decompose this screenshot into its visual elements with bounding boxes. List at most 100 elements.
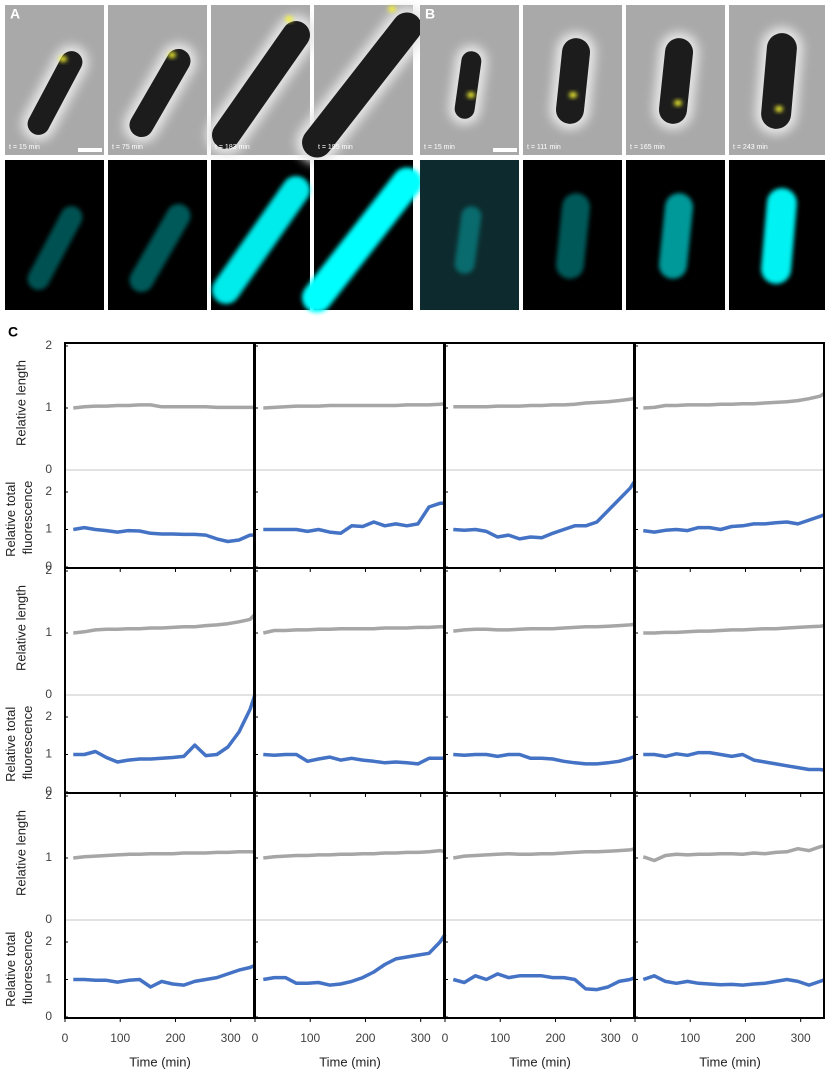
y-axis-title: Relative length xyxy=(13,585,28,671)
x-tick-label: 300 xyxy=(221,1031,241,1045)
fluorescence-image xyxy=(523,160,622,310)
plots: C 0 1 2 0 1 2 Relative length Relative total flu… xyxy=(3,324,825,1070)
fluorescence-line xyxy=(73,965,255,987)
y-tick-label: 1 xyxy=(45,400,52,414)
y-tick-label: 1 xyxy=(45,625,52,639)
y2-axis-title: Relative total fluorescence xyxy=(3,703,35,782)
length-line xyxy=(453,849,635,858)
chart-panel xyxy=(635,568,825,797)
y-tick-label: 2 xyxy=(45,563,52,577)
panel-frame xyxy=(445,343,634,568)
y2-tick-label: 2 xyxy=(45,934,52,948)
scale-bar xyxy=(78,148,102,152)
length-line xyxy=(263,627,445,633)
y-tick-label: 0 xyxy=(45,687,52,701)
chart-panel xyxy=(445,568,635,797)
microscopy: t = 15 mint = 75 mint = 183 mint = 195 m… xyxy=(5,0,825,319)
fluorescence-line xyxy=(643,515,825,533)
x-axis-title: Time (min) xyxy=(509,1054,571,1069)
panel-label: B xyxy=(425,6,435,22)
length-line xyxy=(73,405,255,408)
x-tick-label: 300 xyxy=(601,1031,621,1045)
x-tick-label: 200 xyxy=(165,1031,185,1045)
yellow-focus xyxy=(467,92,475,98)
panel-label: A xyxy=(10,6,20,22)
y2-tick-label: 1 xyxy=(45,972,52,986)
yellow-focus xyxy=(59,56,67,62)
x-tick-label: 0 xyxy=(632,1031,639,1045)
x-tick-label: 100 xyxy=(300,1031,320,1045)
yellow-focus xyxy=(569,92,577,98)
chart-panel xyxy=(635,343,825,572)
y-axis-title: Relative length xyxy=(13,810,28,896)
yellow-focus xyxy=(775,106,783,112)
fluorescence-line xyxy=(73,528,255,542)
yellow-focus xyxy=(285,16,293,22)
chart-panel: 0 100 200 300 Time (min) xyxy=(252,793,445,1069)
x-tick-label: 200 xyxy=(735,1031,755,1045)
panel-frame xyxy=(255,793,444,1018)
fluorescence-line xyxy=(643,976,825,985)
y2-tick-label: 2 xyxy=(45,709,52,723)
x-tick-label: 0 xyxy=(252,1031,259,1045)
yellow-focus xyxy=(674,100,682,106)
x-axis-title: Time (min) xyxy=(129,1054,191,1069)
phase-image: t = 165 min xyxy=(626,5,725,155)
time-label: t = 15 min xyxy=(9,144,40,151)
y-tick-label: 0 xyxy=(45,912,52,926)
y2-tick-label: 1 xyxy=(45,522,52,536)
length-line xyxy=(73,852,255,858)
length-line xyxy=(643,626,825,633)
y-tick-label: 2 xyxy=(45,788,52,802)
y-tick-label: 0 xyxy=(45,462,52,476)
length-line xyxy=(73,614,255,633)
time-label: t = 15 min xyxy=(424,144,455,151)
yellow-focus xyxy=(168,52,176,58)
fluorescence-line xyxy=(263,755,445,764)
time-label: t = 243 min xyxy=(733,144,768,151)
y-axis-title: Relative length xyxy=(13,360,28,446)
y2-axis-title: Relative total fluorescence xyxy=(3,928,35,1007)
x-axis-title: Time (min) xyxy=(319,1054,381,1069)
x-tick-label: 100 xyxy=(490,1031,510,1045)
x-tick-label: 300 xyxy=(411,1031,431,1045)
y2-axis-title: Relative total fluorescence xyxy=(3,478,35,557)
panel-frame xyxy=(445,793,634,1018)
x-tick-label: 200 xyxy=(355,1031,375,1045)
x-tick-label: 0 xyxy=(62,1031,69,1045)
length-line xyxy=(263,851,445,858)
chart-panel: 0100200300Time (min) xyxy=(632,793,825,1069)
y-tick-label: 1 xyxy=(45,850,52,864)
phase-image: t = 15 min xyxy=(420,5,519,155)
length-line xyxy=(263,404,445,408)
time-label: t = 111 min xyxy=(527,144,561,151)
phase-image: t = 15 min xyxy=(5,5,104,155)
time-label: t = 195 min xyxy=(318,144,353,151)
fluorescence-image xyxy=(626,160,725,310)
x-tick-label: 300 xyxy=(791,1031,811,1045)
fluorescence-line xyxy=(453,481,635,539)
time-label: t = 165 min xyxy=(630,144,665,151)
y-tick-label: 2 xyxy=(45,338,52,352)
figure: t = 15 mint = 75 mint = 183 mint = 195 m… xyxy=(0,0,825,1082)
x-tick-label: 100 xyxy=(680,1031,700,1045)
chart-panel xyxy=(445,343,635,572)
panel-label: C xyxy=(8,324,18,340)
panel-frame xyxy=(635,343,824,568)
fluorescence-line xyxy=(263,935,445,986)
fluorescence-image xyxy=(420,160,519,310)
fluorescence-image xyxy=(207,160,316,310)
y2-tick-label: 1 xyxy=(45,747,52,761)
length-line xyxy=(453,398,635,407)
panel-frame xyxy=(635,568,824,793)
chart-panel xyxy=(255,343,445,572)
chart-panel: 012012Relative lengthRelative total fluo… xyxy=(3,563,255,798)
fluorescence-line xyxy=(453,755,635,764)
phase-image: t = 111 min xyxy=(523,5,622,155)
y2-tick-label: 2 xyxy=(45,484,52,498)
fluorescence-line xyxy=(643,753,825,771)
fluorescence-image xyxy=(729,160,825,310)
fluorescence-line xyxy=(453,974,635,990)
x-tick-label: 100 xyxy=(110,1031,130,1045)
yellow-focus xyxy=(388,6,396,12)
